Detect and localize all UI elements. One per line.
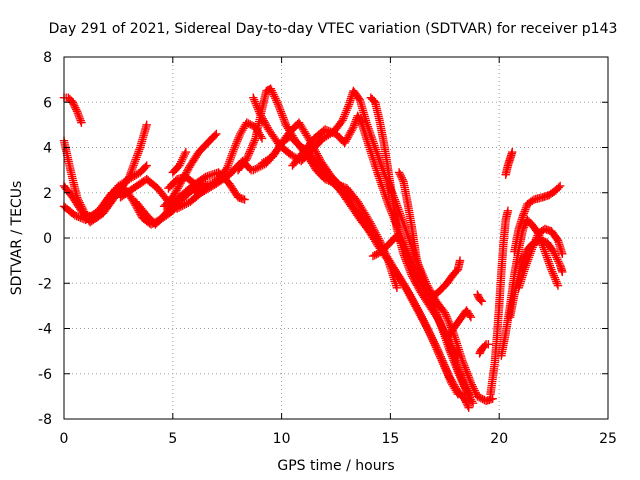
series-arc-27 [510, 181, 565, 256]
data-point [141, 162, 150, 172]
x-tick-label: 0 [60, 431, 69, 447]
data-point [212, 129, 221, 139]
data-point [210, 131, 220, 140]
data-point [468, 398, 478, 408]
y-tick-label: -4 [38, 322, 52, 338]
series-arc-19 [425, 256, 465, 304]
x-tick-label: 20 [490, 431, 508, 447]
data-point [508, 147, 517, 157]
data-point [558, 249, 567, 259]
y-tick-label: 2 [43, 186, 52, 202]
data-point [554, 183, 563, 192]
series-arc-1 [59, 93, 86, 127]
series-arc-8 [168, 147, 191, 177]
y-axis-label: SDTVAR / TECUs [9, 181, 25, 296]
data-point [488, 394, 497, 403]
data-point [142, 161, 151, 170]
axis-ticks [63, 56, 609, 420]
x-tick-label: 5 [168, 431, 177, 447]
data-point [484, 340, 493, 349]
x-tick-label: 10 [273, 431, 291, 447]
y-tick-label: 0 [43, 231, 52, 247]
data-point [464, 389, 473, 399]
series-arc-18 [368, 231, 436, 302]
data-point [466, 312, 476, 322]
x-tick-label: 25 [599, 431, 617, 447]
data-point [480, 341, 489, 351]
data-point [477, 297, 486, 306]
y-tick-label: 8 [43, 50, 52, 66]
data-point [555, 181, 565, 191]
x-axis-tick-labels: 0 5 10 15 20 25 [60, 431, 617, 447]
data-point [392, 283, 402, 292]
data-point [503, 206, 513, 216]
data-point [453, 389, 463, 399]
data-point [558, 267, 567, 277]
series-arc-12 [249, 118, 463, 399]
y-axis-tick-labels: -8 -6 -4 -2 0 2 4 6 8 [38, 50, 52, 428]
y-tick-label: -2 [38, 276, 52, 292]
data-point [453, 353, 463, 363]
y-tick-label: 4 [43, 141, 52, 157]
series-arc-26 [501, 147, 517, 179]
series-arc-22 [475, 340, 493, 358]
data-point [181, 147, 191, 157]
y-tick-label: 6 [43, 95, 52, 111]
data-point [77, 118, 86, 127]
x-axis-label: GPS time / hours [277, 458, 394, 474]
data-series [59, 84, 567, 412]
data-point [464, 403, 473, 412]
y-tick-label: -8 [38, 412, 52, 428]
grid-lines [64, 57, 608, 419]
data-point [455, 256, 465, 265]
series-arc-21 [473, 290, 486, 306]
chart-title: Day 291 of 2021, Sidereal Day-to-day VTE… [49, 21, 618, 37]
data-point [553, 281, 563, 290]
data-point [476, 296, 485, 305]
series-arc-20 [442, 306, 476, 342]
data-point [240, 195, 249, 204]
series-arc-28 [514, 224, 567, 292]
data-point [528, 196, 537, 205]
x-tick-label: 15 [381, 431, 399, 447]
y-tick-label: -6 [38, 367, 52, 383]
data-point [142, 120, 151, 130]
series-arc-23 [486, 206, 513, 399]
